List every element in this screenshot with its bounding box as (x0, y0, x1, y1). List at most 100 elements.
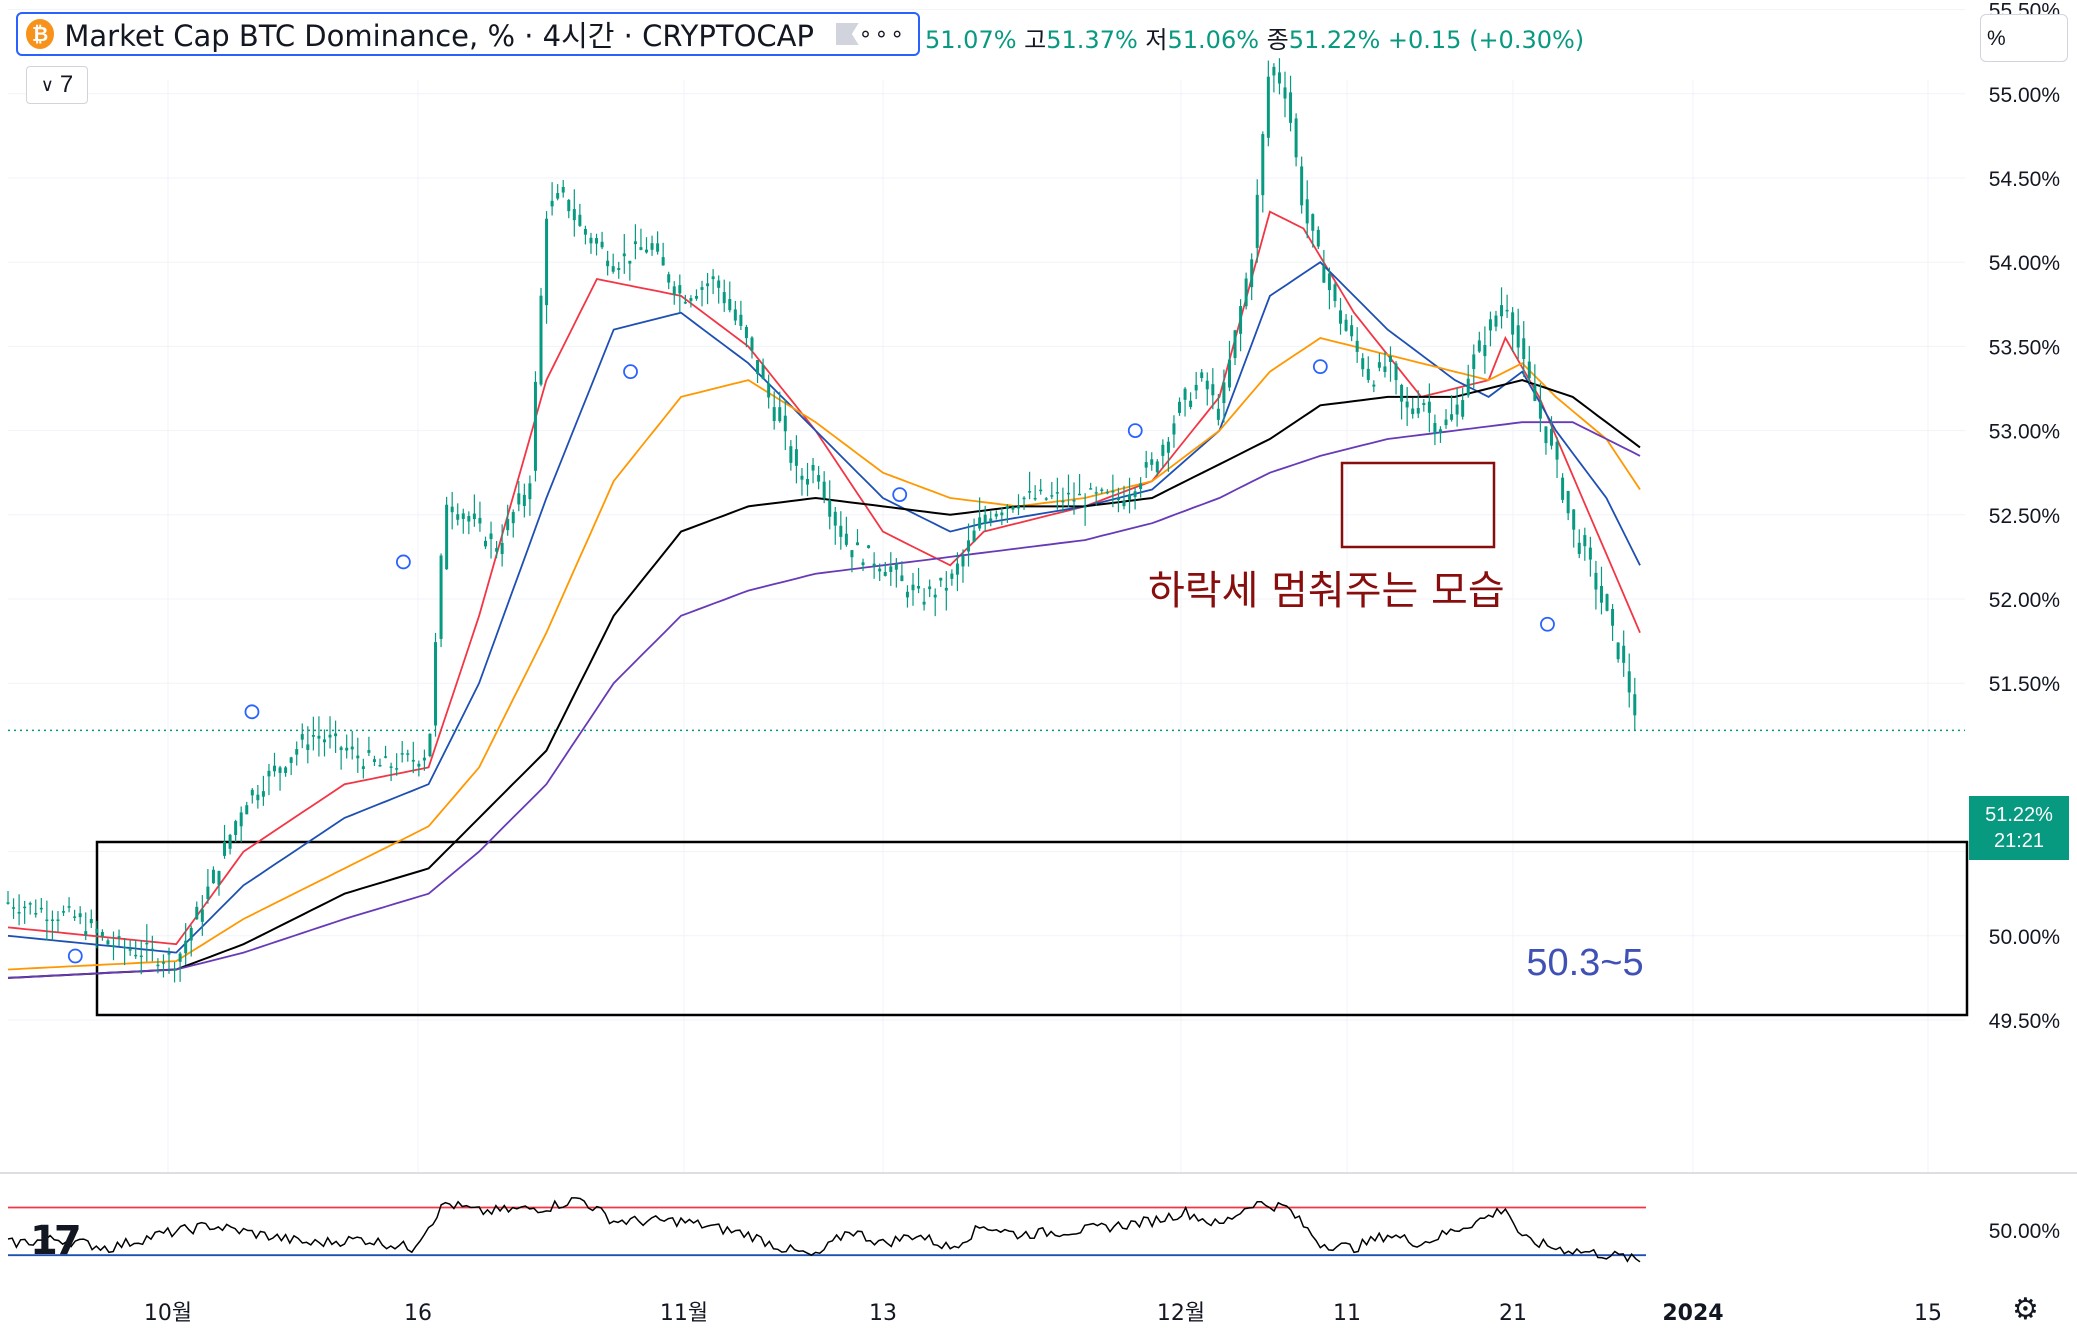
price-candle (1583, 535, 1587, 547)
price-candle (1305, 199, 1309, 224)
price-candle (1339, 310, 1343, 324)
price-candle (1161, 444, 1165, 456)
price-candle (17, 912, 21, 914)
price-candle (1022, 497, 1026, 500)
gear-icon[interactable]: ⚙ (2012, 1293, 2039, 1326)
last-price-tag: 51.22% 21:21 (1969, 796, 2069, 860)
price-candle (1627, 671, 1631, 693)
price-candle (483, 540, 487, 547)
price-candle (161, 962, 165, 964)
price-candle (411, 759, 415, 762)
price-candle (1150, 459, 1154, 465)
price-candle (1494, 315, 1498, 327)
price-candle (905, 591, 909, 598)
y-tick-label: 55.00% (1989, 84, 2060, 107)
price-candle (833, 511, 837, 526)
percent-scale-button[interactable]: % (1980, 14, 2068, 62)
signal-marker (395, 554, 411, 570)
price-candle (506, 519, 510, 531)
price-candle (1211, 384, 1215, 396)
price-candle (722, 292, 726, 304)
price-candle (56, 919, 60, 922)
price-candle (517, 493, 521, 505)
price-candle (1289, 92, 1293, 123)
price-candle (900, 575, 904, 581)
price-candle (628, 260, 632, 264)
symbol-legend[interactable]: ₿ Market Cap BTC Dominance, % · 4시간 · CR… (16, 12, 920, 56)
price-candle (211, 869, 215, 884)
price-candle (683, 301, 687, 304)
price-candle (739, 314, 743, 326)
price-candle (644, 249, 648, 253)
price-candle (872, 563, 876, 567)
price-candle (1438, 429, 1442, 434)
price-candle (311, 735, 315, 737)
price-candle (561, 186, 565, 193)
price-candle (861, 562, 865, 566)
price-candle (1178, 401, 1182, 413)
price-candle (778, 407, 782, 422)
tradingview-logo[interactable]: 17 (30, 1218, 82, 1264)
price-candle (295, 749, 299, 755)
price-candle (1244, 278, 1248, 307)
price-candle (1411, 408, 1415, 415)
price-candle (661, 257, 665, 266)
price-candle (689, 298, 693, 301)
price-candle (89, 919, 93, 924)
price-candle (356, 755, 360, 759)
price-candle (1227, 359, 1231, 388)
price-candle (472, 513, 476, 520)
y-tick-label: 52.50% (1989, 505, 2060, 528)
price-candle (817, 475, 821, 482)
price-candle (611, 266, 615, 272)
price-candle (1183, 388, 1187, 400)
price-candle (589, 237, 593, 244)
price-candle (1128, 494, 1132, 500)
price-candle (422, 757, 426, 761)
price-candle (239, 812, 243, 827)
price-candle (1322, 265, 1326, 283)
price-candle (1050, 495, 1054, 497)
price-candle (933, 594, 937, 598)
signal-marker (244, 704, 260, 720)
indicators-toggle-button[interactable]: ∨ 7 (26, 66, 88, 104)
price-candle (145, 942, 149, 945)
price-candle (1116, 498, 1120, 501)
price-candle (761, 365, 765, 379)
price-candle (822, 481, 826, 499)
x-tick-label: 16 (404, 1301, 432, 1326)
price-candle (167, 953, 171, 955)
chevron-down-icon: ∨ (40, 74, 54, 95)
price-candle (250, 789, 254, 796)
price-candle (1372, 384, 1376, 387)
price-candle (1450, 414, 1454, 420)
price-candle (1133, 491, 1137, 497)
price-candle (128, 949, 132, 951)
more-options-icon[interactable]: ∘∘∘ (858, 21, 906, 46)
price-candle (450, 506, 454, 513)
price-candle (73, 916, 77, 918)
price-candle (1461, 400, 1465, 417)
price-candle (756, 360, 760, 374)
x-tick-label: 11월 (660, 1301, 708, 1326)
price-candle (395, 768, 399, 770)
price-candle (672, 286, 676, 295)
price-candle (1155, 461, 1159, 473)
y-tick-label: 53.00% (1989, 421, 2060, 444)
price-candle (1111, 490, 1115, 493)
price-candle (67, 906, 71, 908)
price-candle (134, 954, 138, 957)
price-candle (1277, 72, 1281, 84)
flag-icon[interactable] (835, 23, 859, 45)
price-candle (600, 241, 604, 248)
price-candle (878, 568, 882, 572)
price-candle (794, 449, 798, 466)
price-candle (750, 337, 754, 351)
price-candle (1311, 214, 1315, 231)
price-candle (1572, 509, 1576, 530)
price-candle (950, 573, 954, 579)
price-candle (228, 834, 232, 849)
price-candle (667, 274, 671, 283)
price-candle (839, 525, 843, 537)
